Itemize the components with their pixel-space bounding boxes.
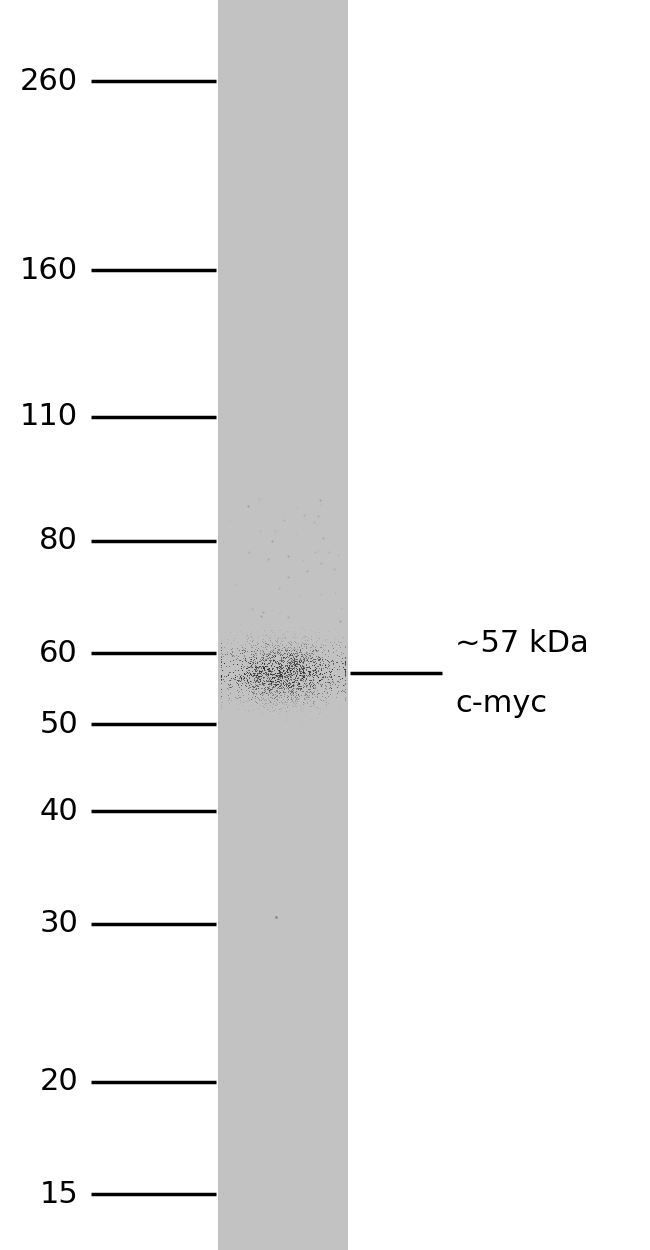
Text: 110: 110 xyxy=(20,402,78,431)
Text: 40: 40 xyxy=(39,798,78,826)
Text: c-myc: c-myc xyxy=(455,689,547,719)
Text: 260: 260 xyxy=(20,66,78,95)
Text: 60: 60 xyxy=(39,639,78,668)
Text: 80: 80 xyxy=(39,526,78,555)
Text: 50: 50 xyxy=(39,710,78,739)
Text: 20: 20 xyxy=(39,1068,78,1096)
Text: 160: 160 xyxy=(20,256,78,285)
Text: 30: 30 xyxy=(39,909,78,939)
Text: ~57 kDa: ~57 kDa xyxy=(455,629,589,658)
Bar xyxy=(218,0,348,1250)
Text: 15: 15 xyxy=(39,1180,78,1209)
